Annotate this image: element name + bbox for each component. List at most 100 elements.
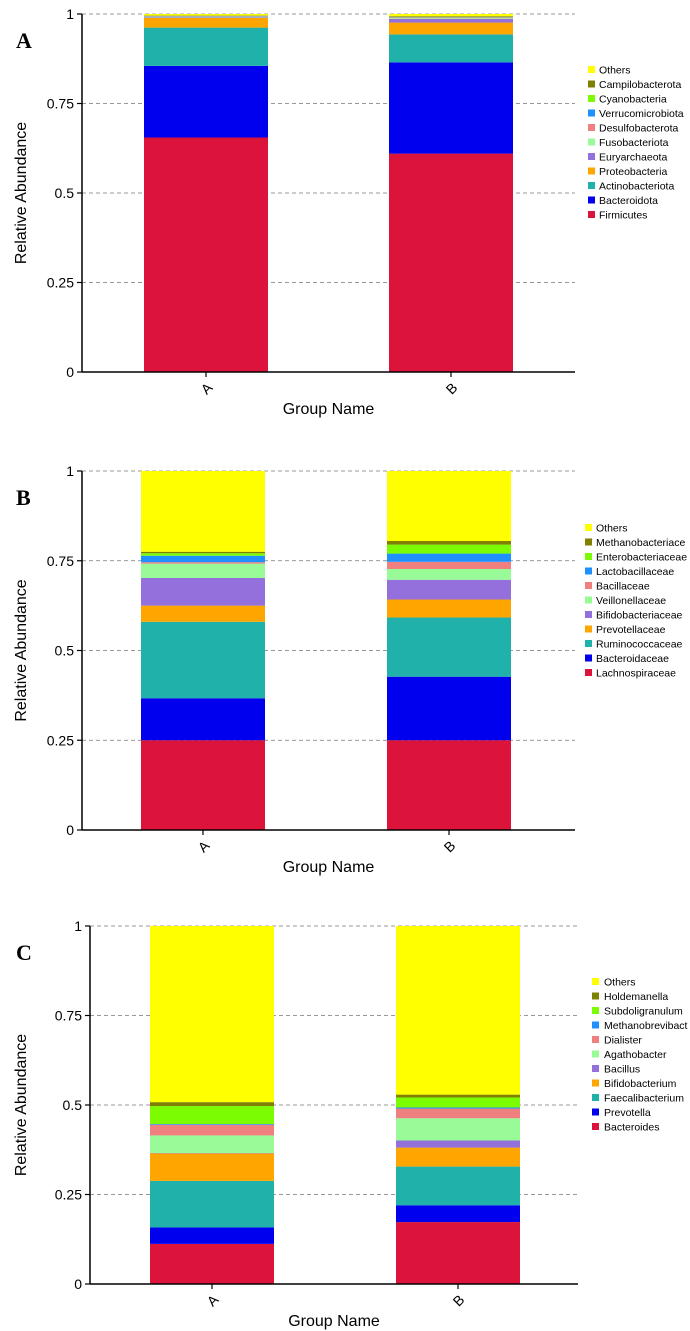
legend-swatch — [585, 596, 592, 604]
y-tick-label: 0.25 — [55, 1187, 82, 1203]
legend-swatch — [592, 1065, 599, 1072]
legend-swatch — [585, 640, 592, 647]
panel-label: C — [16, 940, 32, 965]
legend-label: Agathobacter — [604, 1049, 667, 1061]
bar-segment-others — [389, 14, 513, 17]
bar-segment-bifidobacteriaceae — [141, 577, 265, 606]
y-tick-label: 0 — [74, 1276, 82, 1292]
bar-segment-bacteroides — [150, 1243, 274, 1284]
bar-segment-lachnospiraceae — [387, 740, 511, 830]
x-tick-label: B — [450, 1292, 468, 1310]
legend-swatch — [585, 582, 592, 589]
y-axis-title: Relative Abundance — [13, 122, 30, 264]
legend-label: Subdoligranulum — [604, 1006, 683, 1018]
legend-swatch — [592, 1007, 599, 1014]
bar-segment-methanobrevibact — [150, 1123, 274, 1125]
bar-segment-ruminococcaceae — [387, 617, 511, 677]
y-axis-title: Relative Abundance — [13, 1034, 30, 1176]
legend-swatch — [588, 80, 595, 88]
legend-label: Methanobacteriace — [596, 537, 685, 549]
legend-label: Bifidobacterium — [604, 1078, 677, 1090]
legend-label: Lachnospiraceae — [596, 668, 676, 680]
legend-swatch — [588, 95, 595, 102]
legend: Others Methanobacteriace Enterobacteriacea… — [585, 523, 687, 680]
legend-label: Veillonellaceae — [596, 595, 666, 607]
legend-label: Proteobacteria — [599, 166, 667, 178]
y-tick-label: 0.75 — [47, 553, 74, 569]
bar-segment-holdemanella — [150, 1102, 274, 1107]
legend-label: Bacillaceae — [596, 581, 650, 593]
y-tick-label: 1 — [66, 463, 74, 479]
bar-segment-agathobacter — [396, 1118, 520, 1141]
legend-swatch — [588, 182, 595, 189]
x-tick-label: A — [204, 1291, 222, 1309]
bar-segment-bacteroidota — [389, 62, 513, 154]
bar-segment-prevotella — [396, 1205, 520, 1223]
legend-label: Others — [596, 523, 628, 535]
legend-swatch — [588, 153, 595, 160]
legend-swatch — [592, 992, 599, 1000]
bar-segment-faecalibacterium — [396, 1166, 520, 1206]
bar-segment-subdoligranulum — [396, 1097, 520, 1108]
legend-swatch — [592, 1021, 599, 1029]
bar-segment-others — [144, 14, 268, 16]
legend-swatch — [585, 611, 592, 618]
legend-label: Prevotellaceae — [596, 624, 666, 636]
y-axis-title: Relative Abundance — [13, 579, 30, 721]
y-tick-label: 1 — [74, 918, 82, 934]
y-tick-label: 0.25 — [47, 732, 74, 748]
bar-segment-bifidobacteriaceae — [387, 579, 511, 600]
bar-segment-methanobacteriace — [387, 541, 511, 545]
legend-label: Bacteroidaceae — [596, 653, 669, 665]
chart-panel-a: A 0 0.25 0.5 0.75 1 A B Group Name Relative Abund… — [13, 6, 684, 418]
bar-segment-fusobacteriota — [389, 18, 513, 20]
bar-segment-euryarchaeota — [389, 19, 513, 23]
bar-segment-proteobacteria — [389, 22, 513, 35]
x-tick-label: B — [443, 380, 461, 398]
bar-segment-ruminococcaceae — [141, 621, 265, 699]
legend-swatch — [592, 1050, 599, 1058]
legend-swatch — [585, 669, 592, 676]
bar-segment-subdoligranulum — [150, 1106, 274, 1124]
legend-label: Euryarchaeota — [599, 152, 667, 164]
legend: Others Holdemanella Subdoligranulum Methano… — [592, 977, 688, 1134]
legend: Others Campilobacterota Cyanobacteria Verru… — [588, 65, 684, 222]
bar-segment-lachnospiraceae — [141, 740, 265, 830]
bar-segment-others — [141, 471, 265, 552]
bar-segment-proteobacteria — [144, 17, 268, 28]
legend-label: Cyanobacteria — [599, 94, 667, 106]
legend-label: Verrucomicrobiota — [599, 108, 684, 120]
legend-swatch — [592, 1094, 599, 1101]
y-tick-label: 0.5 — [55, 643, 75, 659]
bar-segment-faecalibacterium — [150, 1180, 274, 1228]
legend-swatch — [585, 524, 592, 531]
legend-label: Bifidobacteriaceae — [596, 610, 683, 622]
y-tick-label: 0 — [66, 364, 74, 380]
legend-label: Bacillus — [604, 1064, 640, 1076]
x-axis-title: Group Name — [283, 859, 375, 876]
bar-segment-bacteroidaceae — [141, 698, 265, 741]
panel-label: A — [16, 28, 32, 53]
y-tick-label: 0.5 — [55, 185, 75, 201]
y-tick-label: 0.75 — [55, 1008, 82, 1024]
x-tick-label: A — [198, 379, 216, 397]
bar-segment-prevotellaceae — [141, 605, 265, 622]
bar-segment-dialister — [150, 1124, 274, 1136]
y-tick-label: 1 — [66, 6, 74, 22]
bar-segment-methanobacteriace — [141, 551, 265, 554]
legend-label: Lactobacillaceae — [596, 566, 674, 578]
legend-swatch — [585, 567, 592, 575]
bar-segment-campilobacterota — [389, 16, 513, 17]
legend-label: Fusobacteriota — [599, 137, 669, 149]
bar-segment-lactobacillaceae — [141, 555, 265, 563]
bar-segment-bacteroidaceae — [387, 676, 511, 741]
legend-label: Prevotella — [604, 1107, 651, 1119]
legend-swatch — [592, 1123, 599, 1130]
legend-swatch — [585, 538, 592, 546]
bar-segment-others — [150, 926, 274, 1103]
y-tick-label: 0.75 — [47, 96, 74, 112]
bar-segment-others — [396, 926, 520, 1095]
legend-label: Actinobacteriota — [599, 181, 674, 193]
bar-segment-firmicutes — [144, 137, 268, 372]
